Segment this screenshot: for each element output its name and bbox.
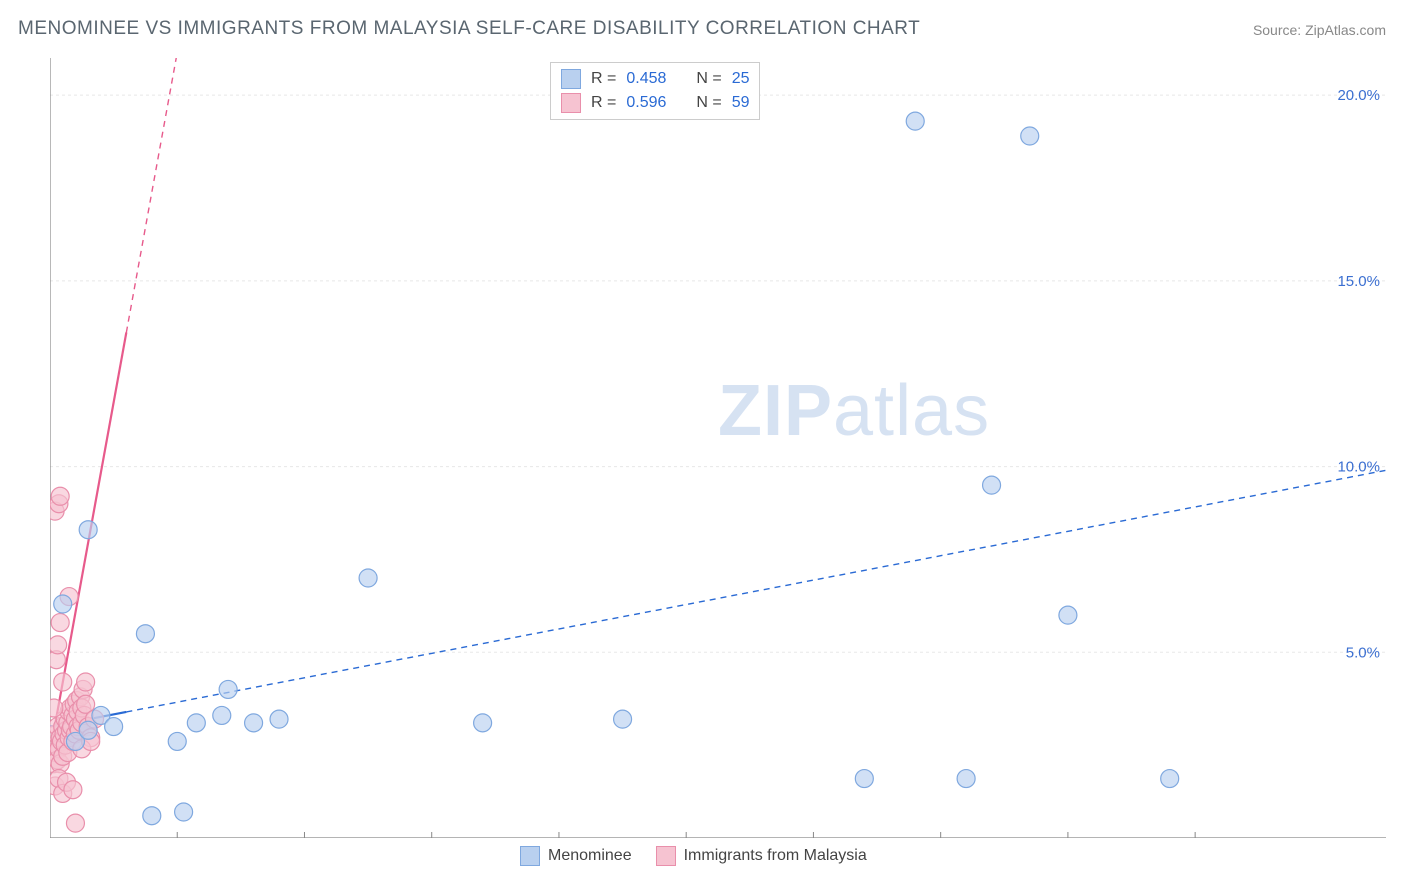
legend-stats-row: R = 0.596 N = 59 [561,91,749,115]
legend-stats-row: R = 0.458 N = 25 [561,67,749,91]
legend-series-label: Menominee [548,847,632,865]
r-value: 0.596 [626,94,678,112]
svg-text:10.0%: 10.0% [1337,459,1380,476]
r-label: R = [591,94,616,112]
legend-swatch [561,69,581,89]
n-value: 25 [732,70,750,88]
source-name: ZipAtlas.com [1305,22,1386,38]
n-label: N = [696,94,721,112]
r-label: R = [591,70,616,88]
chart-title: MENOMINEE VS IMMIGRANTS FROM MALAYSIA SE… [18,18,920,40]
chart-container: MENOMINEE VS IMMIGRANTS FROM MALAYSIA SE… [0,0,1406,892]
svg-text:15.0%: 15.0% [1337,273,1380,290]
plot-area: 5.0%10.0%15.0%20.0%0.0%100.0% R =0.458N … [50,58,1386,838]
n-label: N = [696,70,721,88]
legend-stats: R = 0.458 N = 25 R = 0.596 N = 59 [550,62,760,120]
r-value: 0.458 [626,70,678,88]
source-label: Source: ZipAtlas.com [1253,22,1386,38]
svg-text:20.0%: 20.0% [1337,87,1380,104]
legend-series: Menominee Immigrants from Malaysia [520,846,867,866]
n-value: 59 [732,94,750,112]
legend-swatch [561,93,581,113]
legend-swatch [656,846,676,866]
legend-swatch [520,846,540,866]
legend-series-item: Menominee [520,846,632,866]
source-prefix: Source: [1253,22,1305,38]
scatter-svg: 5.0%10.0%15.0%20.0%0.0%100.0% [50,58,1386,838]
svg-text:5.0%: 5.0% [1346,644,1380,661]
legend-series-label: Immigrants from Malaysia [684,847,867,865]
legend-series-item: Immigrants from Malaysia [656,846,867,866]
